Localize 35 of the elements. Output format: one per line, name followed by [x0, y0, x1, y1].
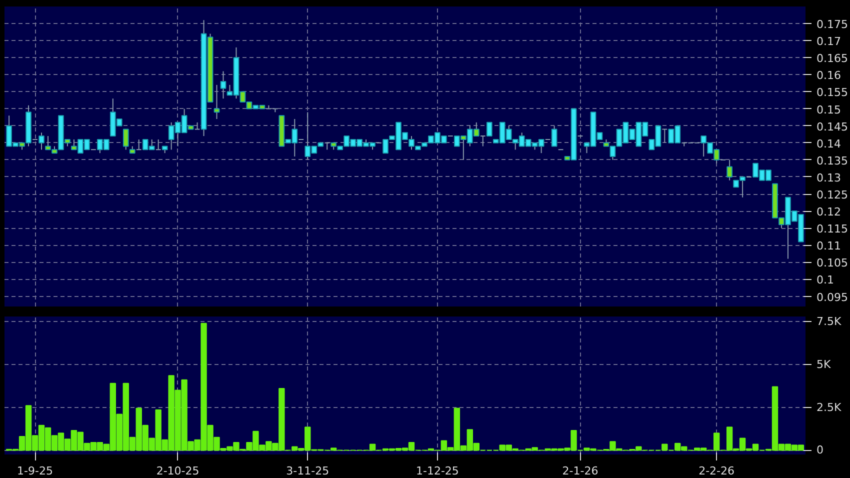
x-tick-label: 3-11-25: [286, 464, 330, 478]
candlestick: [486, 122, 492, 137]
y-tick-label: 0.12: [816, 206, 841, 219]
y-tick-label: 0.1: [816, 274, 834, 287]
y-tick-label: 0.155: [816, 86, 848, 100]
y-tick-label: 0.115: [816, 222, 848, 236]
y-tick-label: 0.13: [816, 171, 841, 184]
y-tick-label: 0.145: [816, 120, 848, 134]
candlestick: [662, 128, 668, 144]
y-tick-label: 7.5K: [816, 315, 842, 328]
y-tick-label: 0.175: [816, 18, 848, 32]
x-tick-label: 1-9-25: [17, 464, 53, 478]
y-tick-label: 0.14: [816, 137, 841, 150]
y-tick-label: 5K: [816, 358, 832, 371]
y-tick-label: 0.095: [816, 290, 848, 304]
y-tick-label: 2.5K: [816, 400, 842, 414]
candlestick: [155, 138, 162, 150]
x-tick-label: 1-12-25: [416, 464, 459, 478]
x-tick-label: 2-10-25: [156, 464, 200, 478]
candlestick: [122, 128, 129, 150]
y-tick-label: 0.125: [816, 188, 848, 202]
candlestick: [726, 159, 732, 181]
y-tick-label: 0.135: [816, 154, 848, 168]
candlestick: [480, 136, 486, 147]
y-tick-label: 0.11: [816, 240, 841, 253]
y-tick-label: 0.17: [816, 35, 841, 48]
candlestick: [220, 70, 226, 100]
x-tick-label: 2-2-26: [698, 464, 735, 478]
y-tick-label: 0.15: [816, 103, 841, 116]
y-tick-label: 0.105: [816, 256, 848, 270]
y-tick-label: 0: [816, 444, 824, 457]
x-tick-label: 2-1-26: [562, 464, 598, 478]
candlestick: [136, 138, 142, 150]
y-tick-label: 0.16: [816, 69, 841, 82]
y-tick-label: 0.165: [816, 52, 848, 66]
